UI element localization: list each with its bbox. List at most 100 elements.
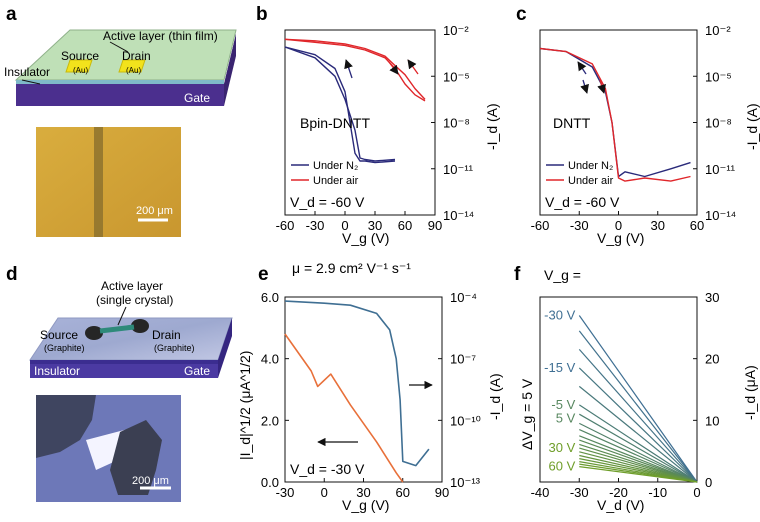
y-tick-label: 10⁻¹⁰ [450, 413, 481, 428]
panel-a: a Active layer (thin film) Source (Au) D… [4, 4, 237, 237]
y-tick-label: 10⁻¹⁴ [705, 208, 736, 223]
series-line [579, 422, 698, 483]
sample-label: Bpin-DNTT [300, 115, 370, 131]
y-tick-label: 10⁻⁴ [450, 290, 477, 305]
y-tick-label: 10 [705, 413, 719, 428]
x-tick-label: 90 [428, 218, 442, 233]
gate-layer [30, 364, 218, 378]
insulator-layer [16, 80, 224, 84]
insulator-label: Insulator [34, 364, 80, 378]
x-tick-label: 0 [693, 485, 700, 500]
x-tick-label: 60 [396, 485, 410, 500]
vd-note: V_d = -30 V [290, 461, 365, 477]
y-axis-label-right: -I_d (A) [487, 373, 503, 420]
svg-text:(Au): (Au) [73, 66, 88, 75]
y-tick-label: 10⁻² [443, 23, 469, 38]
x-tick-label: -40 [531, 485, 550, 500]
arrow-air-forward [388, 61, 399, 75]
y-tick-label: 2.0 [261, 413, 279, 428]
series-line [578, 367, 698, 483]
drain-electrode [131, 319, 149, 333]
drain-label: Drain [152, 328, 181, 342]
gate-label: Gate [184, 91, 210, 105]
series-line [579, 466, 698, 483]
y-tick-label: 10⁻² [705, 23, 731, 38]
plot-frame [284, 296, 443, 483]
svg-text:(single crystal): (single crystal) [96, 293, 173, 307]
x-axis-label: V_g (V) [342, 230, 389, 246]
panel-label: d [6, 264, 18, 285]
series-line [284, 38, 426, 102]
mobility-label: μ = 2.9 cm² V⁻¹ s⁻¹ [292, 260, 411, 276]
x-axis-label: V_g (V) [597, 230, 644, 246]
series-line [579, 429, 698, 483]
series-line [579, 451, 698, 483]
y-tick-label: 30 [705, 290, 719, 305]
panel-label: b [256, 4, 268, 25]
y-tick-label: 0 [705, 475, 712, 490]
y-axis-label-left: |I_d|^1/2 (μA^1/2) [237, 351, 253, 460]
series-line [539, 47, 691, 178]
single-crystal [99, 324, 135, 334]
svg-text:(Au): (Au) [126, 66, 141, 75]
active-layer-label: Active layer [101, 279, 163, 293]
curve-label: -30 V [544, 308, 575, 323]
vg-header: V_g = [544, 267, 581, 283]
insulator-label: Insulator [4, 65, 50, 79]
y-tick-label: 6.0 [261, 290, 279, 305]
vd-note: V_d = -60 V [545, 194, 620, 210]
y-axis-label: -I_d (A) [744, 103, 760, 150]
x-tick-label: 30 [651, 218, 665, 233]
curve-label: 5 V [556, 410, 576, 425]
x-tick-label: 0 [321, 485, 328, 500]
curve-label: -15 V [544, 360, 575, 375]
series-line [284, 46, 396, 162]
y-tick-label: 10⁻¹⁴ [443, 208, 474, 223]
y-tick-label: 10⁻⁷ [450, 352, 476, 367]
x-tick-label: 60 [690, 218, 704, 233]
series-line [578, 330, 698, 483]
series-line [539, 47, 691, 182]
sample-label: DNTT [553, 115, 591, 131]
legend-n2: Under N₂ [568, 160, 613, 172]
x-tick-label: 0 [341, 218, 348, 233]
y-axis-label: -I_d (A) [484, 103, 500, 150]
x-axis-label: V_d (V) [597, 497, 644, 513]
y-tick-label: 0.0 [261, 475, 279, 490]
scale-bar-label: 200 μm [136, 205, 173, 217]
y-axis-label: -I_d (μA) [742, 365, 758, 420]
panel-e: e μ = 2.9 cm² V⁻¹ s⁻¹ -30 0 30 60 90 6.0 4.0 2… [237, 260, 503, 513]
series-line [579, 439, 698, 483]
x-tick-label: -20 [609, 485, 628, 500]
y-tick-label: 20 [705, 352, 719, 367]
source-label: Source [40, 328, 78, 342]
panel-label: a [6, 4, 17, 25]
y-tick-label: 10⁻¹¹ [705, 162, 736, 177]
x-tick-label: 0 [615, 218, 622, 233]
x-axis-label: V_g (V) [342, 497, 389, 513]
y-tick-label: 10⁻⁵ [443, 69, 470, 84]
arrow-n2 [577, 61, 587, 75]
y-tick-label: 10⁻⁸ [443, 116, 470, 131]
series-line-log [284, 300, 430, 467]
svg-text:(Graphite): (Graphite) [154, 343, 195, 353]
scale-bar-label: 200 μm [132, 475, 169, 487]
series-line [578, 385, 698, 483]
y-tick-label: 10⁻¹³ [450, 475, 481, 490]
panel-b: b -60 -30 0 30 60 90 10⁻² 10⁻⁵ 10⁻⁸ 10⁻¹¹ 10⁻¹⁴ B… [256, 4, 500, 246]
arrow-air-reverse [407, 59, 419, 75]
source-label: Source [61, 49, 99, 63]
x-tick-label: 60 [398, 218, 412, 233]
series-line-sqrt [284, 333, 404, 483]
x-tick-label: -10 [648, 485, 667, 500]
panel-d: d Active layer (single crystal) Source (… [6, 264, 233, 502]
y-tick-label: 10⁻⁸ [705, 116, 732, 131]
y-tick-label: 10⁻¹¹ [443, 162, 474, 177]
curve-label: 30 V [549, 440, 576, 455]
drain-electrode [118, 59, 146, 73]
x-tick-label: -30 [570, 485, 589, 500]
y-tick-label: 10⁻⁵ [705, 69, 732, 84]
panel-label: e [258, 264, 269, 285]
x-tick-label: 90 [435, 485, 449, 500]
